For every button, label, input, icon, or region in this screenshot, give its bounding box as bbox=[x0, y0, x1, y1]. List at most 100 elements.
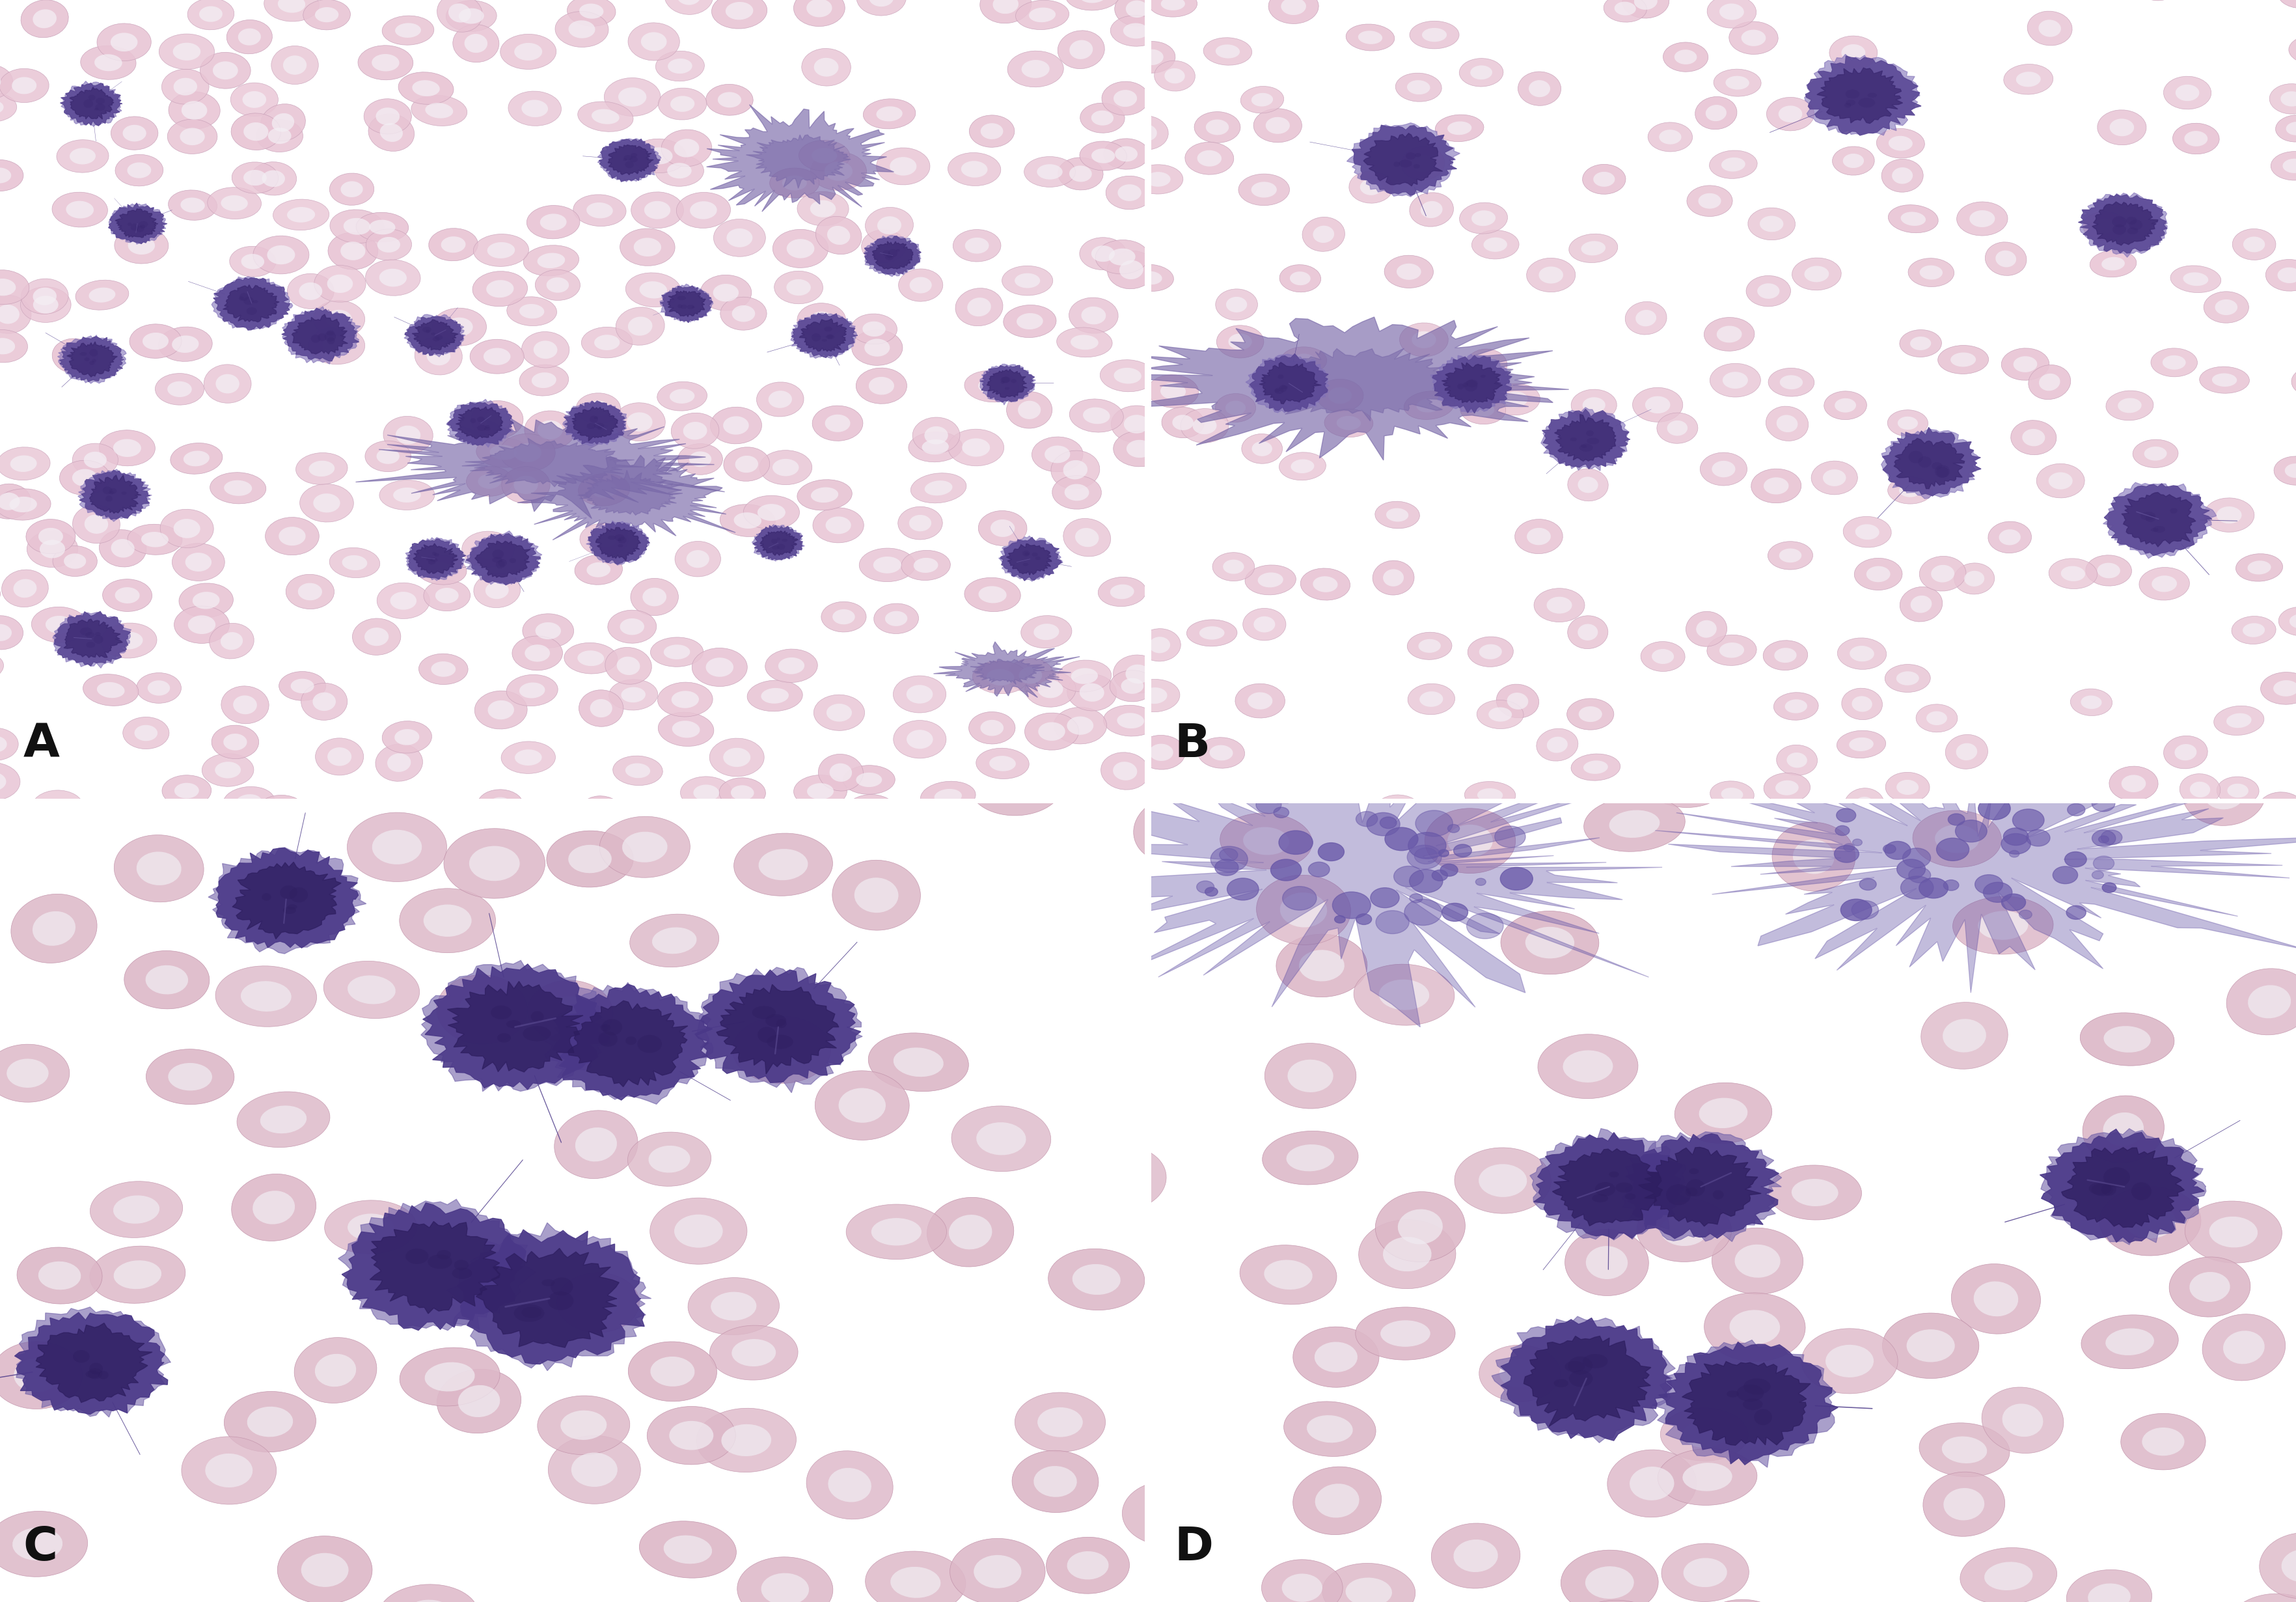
Ellipse shape bbox=[2110, 119, 2133, 136]
Polygon shape bbox=[55, 612, 131, 666]
Ellipse shape bbox=[657, 381, 707, 410]
Ellipse shape bbox=[514, 750, 542, 766]
Polygon shape bbox=[223, 285, 280, 322]
Ellipse shape bbox=[659, 88, 707, 120]
Ellipse shape bbox=[1038, 723, 1065, 740]
Ellipse shape bbox=[2027, 365, 2071, 399]
Ellipse shape bbox=[2227, 713, 2252, 727]
Ellipse shape bbox=[978, 511, 1026, 546]
Ellipse shape bbox=[115, 631, 142, 649]
Ellipse shape bbox=[377, 237, 400, 253]
Ellipse shape bbox=[80, 352, 87, 356]
Ellipse shape bbox=[326, 338, 335, 344]
Ellipse shape bbox=[103, 487, 113, 493]
Ellipse shape bbox=[96, 104, 106, 111]
Ellipse shape bbox=[579, 796, 625, 833]
Ellipse shape bbox=[521, 1307, 542, 1318]
Ellipse shape bbox=[434, 553, 439, 556]
Polygon shape bbox=[406, 537, 466, 580]
Ellipse shape bbox=[618, 545, 622, 548]
Ellipse shape bbox=[2016, 72, 2041, 87]
Ellipse shape bbox=[2142, 1427, 2183, 1456]
Ellipse shape bbox=[1995, 250, 2016, 268]
Ellipse shape bbox=[294, 1338, 377, 1403]
Ellipse shape bbox=[540, 213, 567, 231]
Ellipse shape bbox=[608, 610, 657, 644]
Ellipse shape bbox=[1867, 566, 1890, 582]
Circle shape bbox=[1318, 843, 1343, 860]
Ellipse shape bbox=[422, 327, 432, 333]
Ellipse shape bbox=[1024, 157, 1075, 187]
Ellipse shape bbox=[129, 237, 154, 255]
Polygon shape bbox=[668, 292, 705, 317]
Polygon shape bbox=[62, 82, 122, 127]
Ellipse shape bbox=[1711, 782, 1754, 807]
Ellipse shape bbox=[700, 276, 751, 311]
Circle shape bbox=[1394, 867, 1424, 888]
Ellipse shape bbox=[340, 242, 365, 260]
Ellipse shape bbox=[135, 852, 181, 886]
Ellipse shape bbox=[618, 657, 641, 674]
Ellipse shape bbox=[1277, 825, 1297, 838]
Ellipse shape bbox=[367, 114, 413, 151]
Ellipse shape bbox=[1256, 875, 1350, 945]
Ellipse shape bbox=[2174, 85, 2200, 101]
Ellipse shape bbox=[1963, 570, 1984, 586]
Polygon shape bbox=[1258, 362, 1320, 404]
Ellipse shape bbox=[794, 775, 847, 807]
Ellipse shape bbox=[232, 114, 280, 151]
Ellipse shape bbox=[893, 1048, 944, 1077]
Ellipse shape bbox=[870, 825, 898, 843]
Ellipse shape bbox=[1844, 103, 1851, 107]
Ellipse shape bbox=[1704, 317, 1754, 351]
Ellipse shape bbox=[2048, 473, 2073, 489]
Ellipse shape bbox=[1892, 167, 1913, 184]
Ellipse shape bbox=[567, 0, 615, 26]
Ellipse shape bbox=[1196, 151, 1221, 167]
Ellipse shape bbox=[1187, 910, 1277, 974]
Ellipse shape bbox=[90, 349, 99, 356]
Ellipse shape bbox=[581, 524, 629, 556]
Polygon shape bbox=[211, 277, 292, 330]
Ellipse shape bbox=[372, 830, 422, 865]
Ellipse shape bbox=[631, 578, 677, 615]
Ellipse shape bbox=[1548, 596, 1573, 614]
Ellipse shape bbox=[32, 10, 57, 29]
Ellipse shape bbox=[204, 364, 250, 404]
Polygon shape bbox=[1683, 1362, 1812, 1445]
Ellipse shape bbox=[721, 1424, 771, 1456]
Ellipse shape bbox=[161, 69, 209, 104]
Ellipse shape bbox=[1203, 1270, 1244, 1299]
Ellipse shape bbox=[62, 819, 90, 833]
Ellipse shape bbox=[1768, 1165, 1862, 1219]
Ellipse shape bbox=[523, 614, 574, 647]
Ellipse shape bbox=[1548, 737, 1568, 753]
Ellipse shape bbox=[1784, 700, 1807, 713]
Ellipse shape bbox=[1274, 389, 1279, 392]
Ellipse shape bbox=[484, 582, 510, 599]
Ellipse shape bbox=[1952, 1264, 2041, 1334]
Ellipse shape bbox=[216, 966, 317, 1027]
Ellipse shape bbox=[1173, 415, 1194, 431]
Ellipse shape bbox=[1038, 681, 1063, 698]
Ellipse shape bbox=[1727, 1391, 1738, 1397]
Ellipse shape bbox=[365, 260, 420, 296]
Ellipse shape bbox=[1766, 98, 1814, 131]
Ellipse shape bbox=[912, 417, 960, 453]
Ellipse shape bbox=[1580, 706, 1603, 723]
Ellipse shape bbox=[298, 282, 321, 300]
Ellipse shape bbox=[478, 417, 484, 421]
Ellipse shape bbox=[432, 336, 439, 341]
Ellipse shape bbox=[1100, 753, 1150, 790]
Ellipse shape bbox=[1975, 1282, 2018, 1317]
Ellipse shape bbox=[181, 197, 204, 213]
Ellipse shape bbox=[2285, 463, 2296, 477]
Ellipse shape bbox=[1159, 383, 1185, 399]
Ellipse shape bbox=[1582, 397, 1605, 413]
Polygon shape bbox=[1639, 1147, 1761, 1226]
Ellipse shape bbox=[806, 783, 833, 799]
Ellipse shape bbox=[363, 99, 411, 135]
Ellipse shape bbox=[9, 497, 37, 513]
Circle shape bbox=[1885, 841, 1910, 859]
Ellipse shape bbox=[2278, 607, 2296, 636]
